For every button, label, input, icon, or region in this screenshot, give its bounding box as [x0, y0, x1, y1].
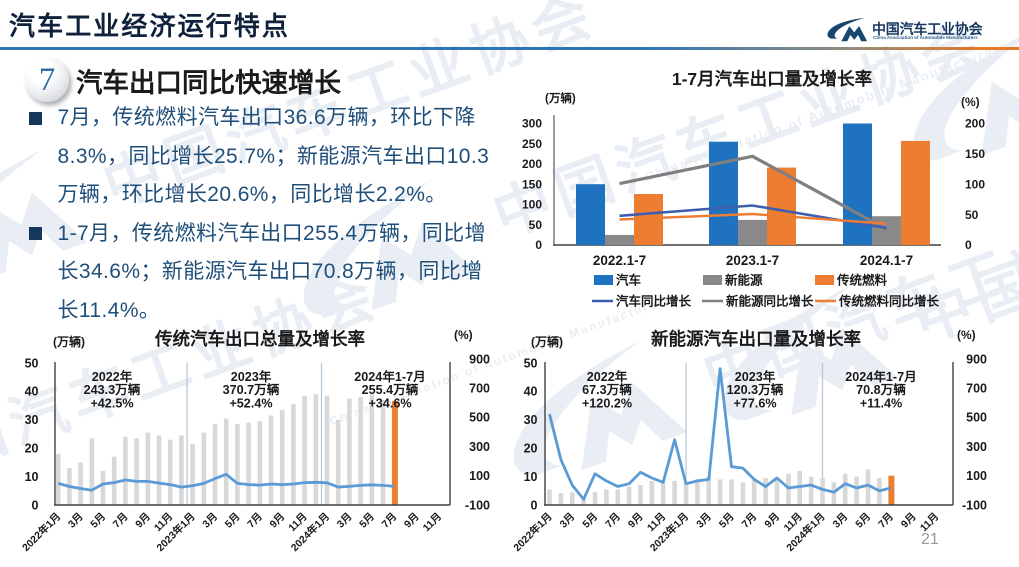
svg-text:100: 100 — [966, 469, 987, 483]
svg-text:(万辆): (万辆) — [545, 91, 576, 105]
svg-text:7月: 7月 — [603, 511, 623, 531]
svg-text:+120.2%: +120.2% — [582, 396, 632, 410]
svg-text:200: 200 — [965, 117, 985, 131]
svg-text:50: 50 — [965, 208, 979, 222]
svg-text:汽车同比增长: 汽车同比增长 — [616, 294, 692, 309]
svg-text:9月: 9月 — [402, 511, 422, 531]
svg-text:50: 50 — [524, 356, 538, 370]
svg-text:传统汽车出口总量及增长率: 传统汽车出口总量及增长率 — [154, 329, 365, 349]
svg-text:250: 250 — [522, 137, 542, 151]
svg-text:2023.1-7: 2023.1-7 — [726, 253, 779, 268]
svg-text:200: 200 — [522, 157, 542, 171]
svg-text:9月: 9月 — [762, 511, 782, 531]
svg-text:传统燃料同比增长: 传统燃料同比增长 — [838, 294, 940, 309]
svg-text:0: 0 — [965, 238, 972, 252]
svg-text:243.3万辆: 243.3万辆 — [84, 382, 141, 397]
svg-text:1-7月汽车出口量及增长率: 1-7月汽车出口量及增长率 — [672, 69, 872, 89]
svg-text:120.3万辆: 120.3万辆 — [727, 382, 784, 397]
svg-text:7月: 7月 — [740, 511, 760, 531]
svg-text:(%): (%) — [961, 95, 980, 109]
svg-text:10: 10 — [25, 470, 39, 484]
svg-text:3月: 3月 — [66, 511, 86, 531]
svg-text:700: 700 — [469, 382, 490, 396]
svg-text:67.3万辆: 67.3万辆 — [582, 382, 632, 397]
svg-text:9月: 9月 — [133, 511, 153, 531]
svg-text:3月: 3月 — [694, 511, 714, 531]
svg-text:0: 0 — [32, 498, 39, 512]
svg-text:30: 30 — [524, 413, 538, 427]
svg-text:2022年1月: 2022年1月 — [511, 510, 555, 554]
svg-text:7月: 7月 — [111, 511, 131, 531]
svg-text:新能源: 新能源 — [725, 273, 763, 288]
svg-text:-100: -100 — [465, 498, 490, 512]
svg-text:+11.4%: +11.4% — [860, 396, 902, 410]
svg-text:新能源同比增长: 新能源同比增长 — [726, 294, 814, 309]
svg-text:70.8万辆: 70.8万辆 — [856, 382, 906, 397]
svg-text:50: 50 — [25, 356, 39, 370]
svg-text:2022年: 2022年 — [92, 369, 133, 384]
svg-text:5月: 5月 — [717, 511, 737, 531]
svg-text:(万辆): (万辆) — [53, 334, 85, 349]
svg-text:40: 40 — [524, 385, 538, 399]
svg-text:(%): (%) — [454, 328, 473, 342]
svg-text:2024年1-7月: 2024年1-7月 — [845, 369, 916, 384]
svg-text:150: 150 — [522, 177, 542, 191]
svg-text:700: 700 — [966, 382, 987, 396]
svg-text:500: 500 — [966, 411, 987, 425]
svg-text:+77.6%: +77.6% — [733, 396, 776, 410]
svg-text:5月: 5月 — [88, 511, 108, 531]
svg-text:3月: 3月 — [200, 511, 220, 531]
svg-text:0: 0 — [531, 498, 538, 512]
svg-text:+34.6%: +34.6% — [368, 396, 411, 410]
svg-text:0: 0 — [535, 238, 542, 252]
svg-text:2022.1-7: 2022.1-7 — [593, 253, 646, 268]
svg-text:5月: 5月 — [580, 511, 600, 531]
svg-text:5月: 5月 — [853, 511, 873, 531]
svg-text:100: 100 — [522, 198, 542, 212]
svg-text:7月: 7月 — [380, 511, 400, 531]
svg-text:9月: 9月 — [268, 511, 288, 531]
svg-text:2022年: 2022年 — [587, 369, 628, 384]
svg-text:2023年: 2023年 — [231, 369, 272, 384]
svg-text:40: 40 — [25, 385, 39, 399]
svg-text:传统燃料: 传统燃料 — [836, 273, 888, 288]
svg-text:150: 150 — [965, 147, 985, 161]
svg-text:2024年1-7月: 2024年1-7月 — [354, 369, 425, 384]
svg-text:新能源汽车出口量及增长率: 新能源汽车出口量及增长率 — [651, 329, 861, 349]
svg-text:5月: 5月 — [223, 511, 243, 531]
svg-text:3月: 3月 — [335, 511, 355, 531]
svg-text:300: 300 — [522, 117, 542, 131]
svg-text:50: 50 — [529, 218, 543, 232]
svg-text:9月: 9月 — [899, 511, 919, 531]
svg-text:5月: 5月 — [357, 511, 377, 531]
svg-text:30: 30 — [25, 413, 39, 427]
svg-text:(万辆): (万辆) — [531, 334, 563, 349]
svg-text:20: 20 — [25, 442, 39, 456]
svg-text:20: 20 — [524, 442, 538, 456]
svg-text:2024.1-7: 2024.1-7 — [860, 253, 913, 268]
svg-text:100: 100 — [965, 177, 985, 191]
svg-text:500: 500 — [469, 411, 490, 425]
svg-text:-100: -100 — [962, 498, 987, 512]
svg-text:10: 10 — [524, 470, 538, 484]
svg-text:2022年1月: 2022年1月 — [20, 510, 63, 554]
svg-text:汽车: 汽车 — [616, 273, 642, 288]
svg-text:900: 900 — [966, 352, 987, 366]
svg-text:+52.4%: +52.4% — [229, 396, 272, 410]
svg-text:100: 100 — [469, 469, 490, 483]
svg-text:300: 300 — [469, 440, 490, 454]
svg-text:3月: 3月 — [558, 511, 578, 531]
svg-text:900: 900 — [469, 352, 490, 366]
svg-text:7月: 7月 — [245, 511, 265, 531]
svg-text:255.4万辆: 255.4万辆 — [362, 382, 419, 397]
svg-text:370.7万辆: 370.7万辆 — [223, 382, 280, 397]
svg-text:300: 300 — [966, 440, 987, 454]
svg-text:3月: 3月 — [831, 511, 851, 531]
svg-text:+42.5%: +42.5% — [90, 396, 133, 410]
svg-text:2023年: 2023年 — [735, 369, 776, 384]
svg-text:11月: 11月 — [421, 511, 444, 534]
svg-text:7月: 7月 — [876, 511, 896, 531]
svg-text:9月: 9月 — [626, 511, 646, 531]
svg-text:(%): (%) — [957, 328, 976, 342]
